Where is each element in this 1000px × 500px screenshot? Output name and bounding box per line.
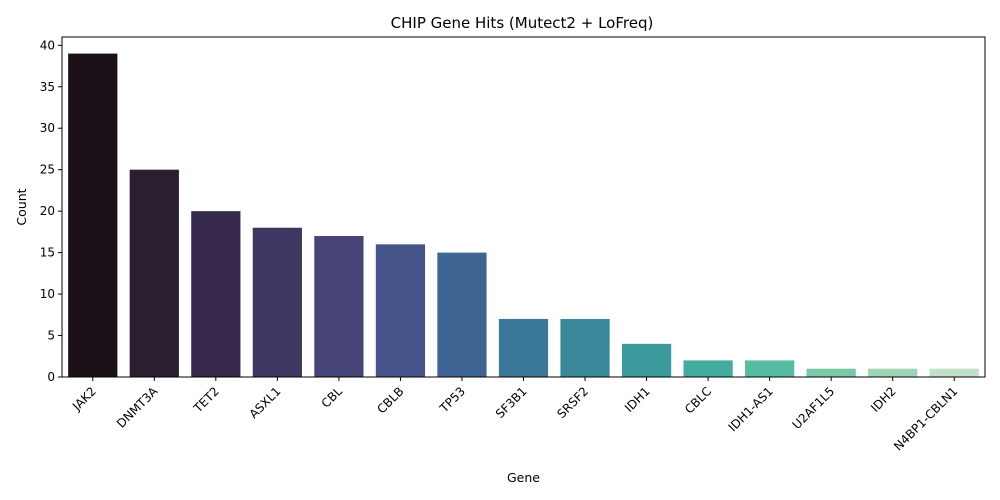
x-tick-label: IDH1-AS1 [726, 384, 776, 434]
x-tick-label: ASXL1 [246, 384, 283, 421]
y-tick-label: 5 [47, 329, 55, 343]
bar-tp53 [437, 252, 487, 377]
y-tick-label: 10 [40, 287, 55, 301]
bar-tet2 [191, 211, 241, 377]
bar-idh2 [868, 368, 918, 377]
bar-sf3b1 [498, 318, 549, 377]
y-tick-label: 35 [40, 80, 55, 94]
x-tick-label: CBLB [374, 384, 406, 416]
x-tick-label: TET2 [190, 384, 222, 416]
bar-u2af1l5 [806, 368, 856, 377]
x-tick-label: U2AF1L5 [790, 384, 838, 432]
y-axis: 0 5 10 15 20 25 30 35 40 [40, 38, 62, 384]
y-tick-label: 25 [40, 163, 55, 177]
bar-idh1-as1 [745, 360, 795, 377]
x-tick-label: JAK2 [69, 384, 99, 414]
y-axis-label: Count [14, 188, 29, 225]
bar-asxl1 [252, 227, 302, 377]
x-tick-label: IDH1 [622, 384, 653, 415]
x-tick-label: IDH2 [868, 384, 899, 415]
y-tick-label: 0 [47, 370, 55, 384]
x-tick-label: CBL [319, 384, 346, 411]
plot-frame [61, 36, 986, 378]
chart-title: CHIP Gene Hits (Mutect2 + LoFreq) [391, 14, 654, 32]
x-tick-label: TP53 [436, 384, 468, 416]
bar-dnmt3a [129, 169, 179, 377]
y-tick-label: 40 [40, 38, 55, 52]
x-tick-label: N4BP1-CBLN1 [891, 384, 960, 453]
bar-cblc [683, 360, 733, 377]
x-tick-label: SF3B1 [493, 384, 530, 421]
y-tick-label: 15 [40, 246, 55, 260]
x-tick-label: SRSF2 [554, 384, 591, 421]
x-tick-label: DNMT3A [114, 384, 161, 431]
bars-group [68, 53, 979, 378]
bar-jak2 [68, 53, 118, 378]
x-tick-label: CBLC [682, 384, 714, 416]
bar-cbl [314, 236, 364, 377]
bar-n4bp1-cbln1 [929, 368, 979, 377]
x-axis-label: Gene [507, 470, 540, 485]
bar-cblb [375, 244, 426, 377]
x-axis: JAK2 DNMT3A TET2 ASXL1 CBL CBLB TP53 SF3B1 SRSF2… [69, 377, 960, 453]
bar-idh1 [621, 343, 672, 377]
y-tick-label: 30 [40, 121, 55, 135]
bar-srsf2 [560, 318, 610, 377]
y-tick-label: 20 [40, 204, 55, 218]
